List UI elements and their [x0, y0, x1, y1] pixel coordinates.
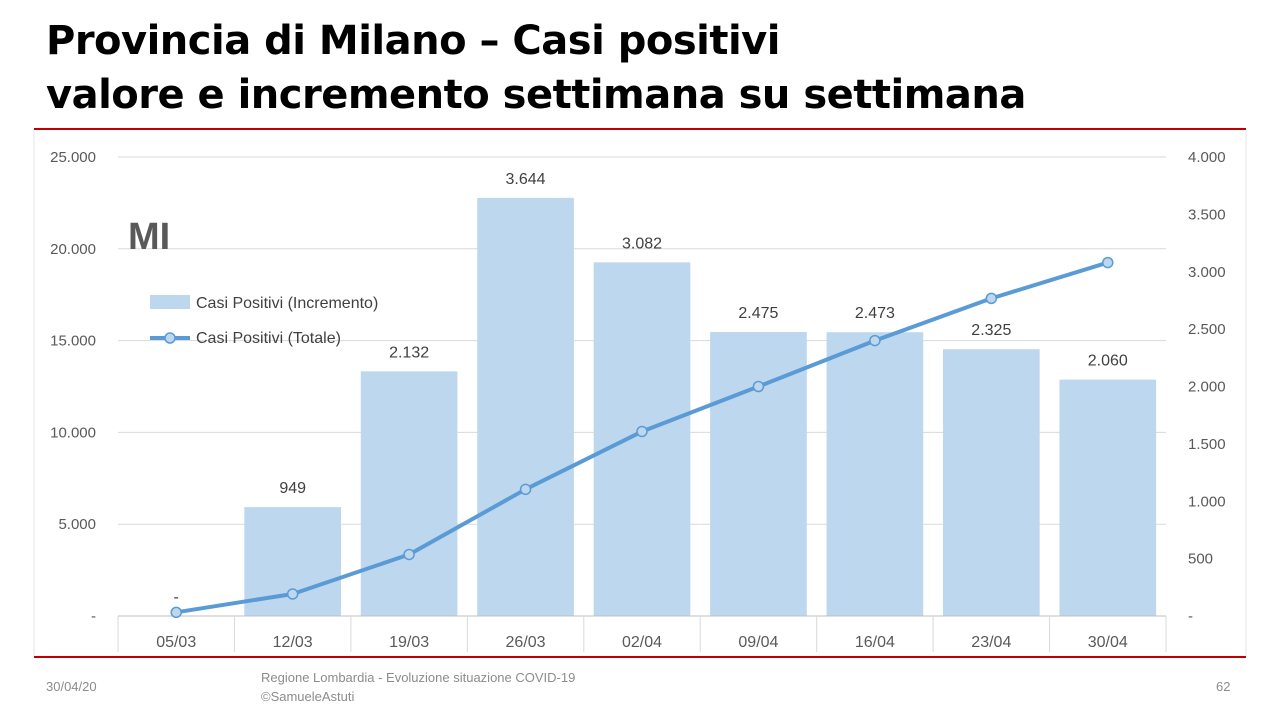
- bar: [1059, 379, 1157, 616]
- line-point: [403, 548, 415, 561]
- line-point: [752, 380, 765, 393]
- legend-label-incremento: Casi Positivi (Incremento): [196, 295, 378, 312]
- bar: [360, 371, 458, 616]
- bar-data-label: -: [174, 589, 179, 606]
- y-right-tick-label: 3.000: [1188, 264, 1226, 281]
- x-tick-label: 09/04: [738, 634, 778, 651]
- y-left-tick-label: 25.000: [50, 149, 96, 166]
- bar-data-label: 3.644: [506, 171, 546, 188]
- bar: [826, 332, 924, 616]
- slide-title: Provincia di Milano – Casi positivi valo…: [46, 14, 1026, 122]
- bar-data-label: 2.060: [1088, 353, 1128, 370]
- slide-title-line2: valore e incremento settimana su settima…: [46, 72, 1026, 118]
- y-right-tick-label: 1.000: [1188, 493, 1226, 510]
- y-right-tick-label: 2.500: [1188, 321, 1226, 338]
- x-tick-label: 16/04: [855, 634, 895, 651]
- line-point: [519, 483, 532, 496]
- y-left-tick-label: 15.000: [50, 333, 96, 350]
- y-right-tick-label: -: [1188, 608, 1193, 625]
- bar: [477, 197, 574, 616]
- y-right-tick-label: 1.500: [1188, 436, 1226, 453]
- line-point: [1102, 256, 1114, 269]
- bar-data-label: 2.473: [855, 305, 895, 322]
- bar: [593, 262, 691, 616]
- x-tick-label: 05/03: [156, 634, 196, 651]
- x-tick-label: 19/03: [389, 634, 429, 651]
- legend-label-totale: Casi Positivi (Totale): [196, 330, 341, 347]
- line-point: [286, 588, 299, 600]
- footer-source-line2: ©SamueleAstuti: [261, 689, 355, 704]
- chart-annotation: MI: [128, 216, 170, 258]
- bar-data-label: 949: [279, 480, 306, 497]
- legend-marker-totale: [164, 332, 176, 344]
- bar-data-label: 2.475: [738, 305, 778, 322]
- slide-title-line1: Provincia di Milano – Casi positivi: [46, 18, 780, 64]
- footer-source-line1: Regione Lombardia - Evoluzione situazion…: [261, 670, 576, 685]
- line-point: [869, 334, 881, 347]
- legend-swatch-incremento: [150, 295, 190, 309]
- bar-data-label: 3.082: [622, 235, 662, 252]
- y-left-tick-label: 10.000: [50, 424, 96, 441]
- bar: [943, 349, 1040, 616]
- footer-date: 30/04/20: [46, 679, 97, 694]
- page-number: 62: [1216, 679, 1231, 694]
- y-right-tick-label: 3.500: [1188, 206, 1226, 223]
- line-point: [636, 425, 648, 438]
- y-left-tick-label: 5.000: [58, 516, 96, 533]
- x-tick-label: 26/03: [506, 634, 546, 651]
- y-left-tick-label: 20.000: [50, 241, 96, 258]
- line-point: [170, 606, 182, 619]
- footer-source: Regione Lombardia - Evoluzione situazion…: [261, 668, 575, 706]
- y-right-tick-label: 2.000: [1188, 379, 1226, 396]
- line-point: [985, 292, 998, 305]
- bar-data-label: 2.132: [389, 344, 429, 361]
- x-tick-label: 30/04: [1088, 634, 1128, 651]
- bar: [710, 331, 807, 616]
- y-right-tick-label: 500: [1188, 551, 1213, 568]
- x-tick-label: 02/04: [622, 634, 662, 651]
- x-tick-label: 23/04: [971, 634, 1011, 651]
- bar-data-label: 2.325: [971, 322, 1011, 339]
- x-tick-label: 12/03: [273, 634, 313, 651]
- y-left-tick-label: -: [91, 608, 96, 625]
- y-right-tick-label: 4.000: [1188, 149, 1226, 166]
